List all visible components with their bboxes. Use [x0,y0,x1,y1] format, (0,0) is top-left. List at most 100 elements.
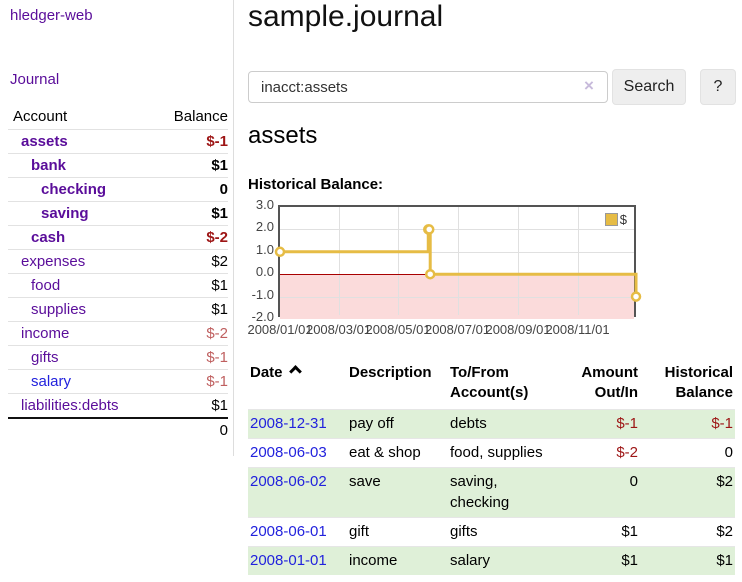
account-balance: $1 [151,153,228,178]
register-header-row: Date Description To/From Account(s) Amou… [248,359,735,410]
accounts-total-value: 0 [151,417,228,442]
account-row: food $1 [8,273,228,298]
transaction-date-link[interactable]: 2008-06-02 [250,473,327,490]
balance-line-series [274,224,642,302]
main-content: sample.journal × Search ? assets Histori… [247,0,742,582]
accounts-total-spacer [8,417,152,442]
account-balance: $-2 [151,225,228,250]
account-row: cash $-2 [8,225,228,250]
transaction-description: pay off [347,409,448,439]
transaction-date-link[interactable]: 2008-12-31 [250,415,327,432]
search-button[interactable]: Search [612,69,686,105]
account-balance: $-1 [151,129,228,154]
transaction-amount: $-1 [616,415,638,432]
account-balance: $1 [151,297,228,322]
account-row: salary $-1 [8,369,228,394]
historical-balance-chart: 3.0 2.0 1.0 0.0 -1.0 -2.0 $ 2008/01/01 2008/03… [247,197,668,343]
account-row: supplies $1 [8,297,228,322]
account-heading: assets [248,122,318,149]
transaction-description: gift [347,517,448,547]
x-axis-tick-label: 2008/05/01 [365,322,431,337]
account-row: income $-2 [8,321,228,346]
transaction-description: save [347,467,448,518]
account-balance: $1 [151,273,228,298]
account-balance: $1 [151,201,228,226]
register-col-description: Description [349,364,432,381]
transaction-row: 2008-06-01 gift gifts $1 $2 [248,517,735,547]
transaction-description: eat & shop [347,438,448,468]
y-axis-tick-label: -2.0 [251,309,274,324]
register-table: Date Description To/From Account(s) Amou… [248,359,735,575]
transaction-amount: $1 [621,523,638,540]
chart-plot-area[interactable]: $ [274,205,642,319]
account-link[interactable]: supplies [31,301,87,318]
account-row: bank $1 [8,153,228,178]
x-axis-tick-label: 2008/11/01 [545,322,610,337]
x-axis-tick-label: 2008/03/01 [305,322,372,337]
sidebar: hledger-web Journal Account Balance asse… [0,0,234,456]
search-form: × Search ? [248,69,742,105]
accounts-table-header: Account Balance [8,105,228,130]
transaction-row: 2008-01-01 income salary $1 $1 [248,546,735,575]
account-balance: $-1 [151,369,228,394]
account-link[interactable]: income [21,325,70,342]
transaction-accounts: gifts [448,517,560,547]
register-col-accounts: To/From Account(s) [450,364,529,401]
account-link[interactable]: saving [41,205,89,222]
account-row: expenses $2 [8,249,228,274]
register-col-date[interactable]: Date [248,359,347,410]
x-axis-tick-label: 2008/09/01 [485,322,551,337]
transaction-date-link[interactable]: 2008-06-01 [250,523,327,540]
account-link[interactable]: assets [21,133,68,150]
legend-label: $ [619,212,627,227]
x-axis-tick-label: 2008/07/01 [424,322,491,337]
register-col-amount: Amount Out/In [581,364,638,401]
account-link[interactable]: checking [41,181,107,198]
transaction-balance: $2 [716,523,733,540]
transaction-amount: $-2 [616,444,638,461]
accounts-col-balance: Balance [173,108,228,125]
search-input[interactable] [248,71,608,103]
transaction-row: 2008-06-02 save saving, checking 0 $2 [248,467,735,518]
transaction-description: income [347,546,448,575]
account-link[interactable]: cash [31,229,66,246]
account-link[interactable]: food [31,277,61,294]
transaction-balance: $1 [716,552,733,569]
account-row: checking 0 [8,177,228,202]
account-row: assets $-1 [8,129,228,154]
sort-ascending-icon [288,365,302,378]
account-link[interactable]: gifts [31,349,59,366]
legend-swatch-icon [604,213,618,226]
page-title: sample.journal [248,0,444,33]
transaction-balance: 0 [724,444,733,461]
account-row: liabilities:debts $1 [8,393,228,418]
y-axis-tick-label: 1.0 [255,241,274,257]
app-title-link[interactable]: hledger-web [10,7,93,24]
y-axis-tick-label: 0.0 [255,264,274,280]
transaction-accounts: debts [448,409,560,439]
transaction-balance: $2 [716,473,733,490]
chart-title: Historical Balance: [248,176,384,193]
transaction-balance: $-1 [711,415,733,432]
account-row: saving $1 [8,201,228,226]
accounts-table: Account Balance assets $-1 bank $1 checking 0… [8,105,228,442]
account-link[interactable]: bank [31,157,67,174]
transaction-accounts: food, supplies [448,438,560,468]
transaction-amount: 0 [629,473,638,490]
account-balance: $-2 [151,321,228,346]
account-row: gifts $-1 [8,345,228,370]
account-link[interactable]: liabilities:debts [21,397,119,414]
y-axis-tick-label: 3.0 [255,197,274,212]
accounts-total-row: 0 [8,417,228,442]
help-button[interactable]: ? [700,69,736,105]
clear-search-icon[interactable]: × [584,76,594,95]
transaction-date-link[interactable]: 2008-01-01 [250,552,327,569]
account-link[interactable]: expenses [21,253,86,270]
chart-legend: $ [602,211,629,228]
transaction-amount: $1 [621,552,638,569]
account-link[interactable]: salary [31,373,72,390]
transaction-row: 2008-06-03 eat & shop food, supplies $-2 0 [248,438,735,468]
sidebar-item-journal[interactable]: Journal [10,71,60,88]
transaction-date-link[interactable]: 2008-06-03 [250,444,327,461]
account-balance: $2 [151,249,228,274]
